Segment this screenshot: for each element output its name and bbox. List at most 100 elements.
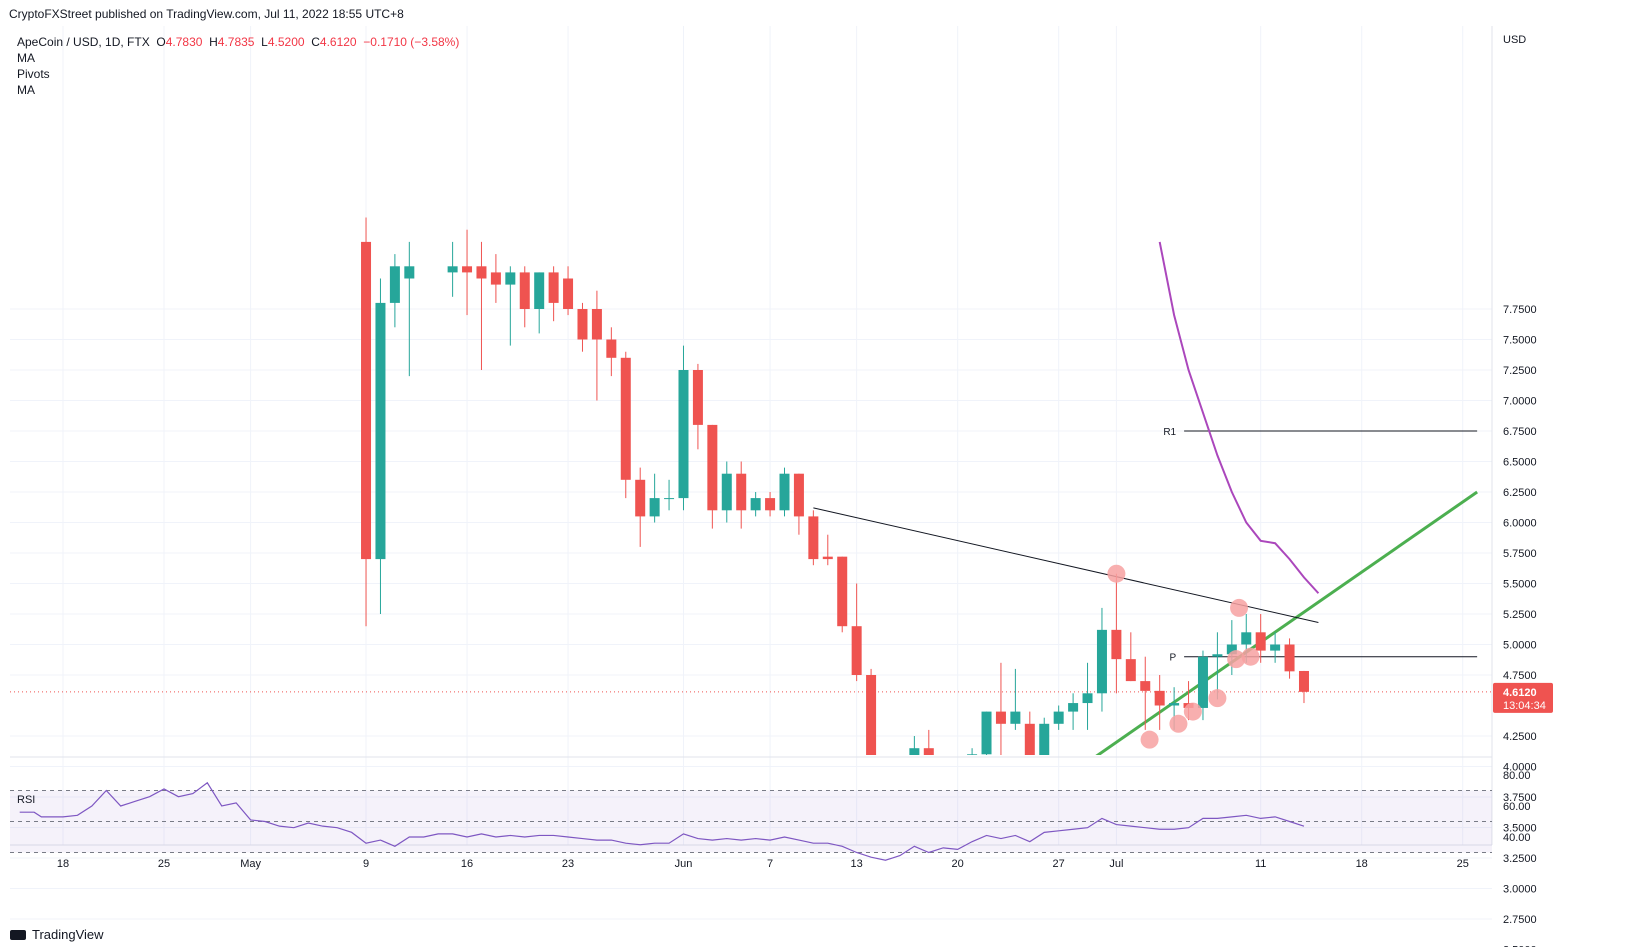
candle-body [765,498,776,511]
time-axis[interactable]: 18 25 May 9 16 23 Jun 7 13 20 27 Jul 11 18 25 [57,858,1469,870]
candle-body [519,272,530,309]
pivot-label-s1: S1 [1164,911,1177,922]
candle-body [1197,656,1208,708]
candle-body [591,309,602,340]
tradingview-logo[interactable]: TradingView [10,927,104,942]
moving-average-line [1158,241,1320,594]
candle-body [490,272,501,285]
touch-marker [1241,647,1260,666]
rsi-tick-label: 80.00 [1503,770,1531,782]
tradingview-logo-icon [10,929,26,940]
time-tick-label: 18 [1356,858,1368,870]
time-tick-label: 27 [1053,858,1065,870]
price-tick-label: 6.5000 [1503,457,1537,469]
time-tick-label: 20 [952,858,964,870]
legend-close: 4.6120 [319,35,357,49]
touch-marker [1183,702,1202,721]
touch-marker [1208,689,1227,708]
candle-body [736,473,747,511]
price-tick-label: 5.5000 [1503,579,1537,591]
candle-body [692,370,703,425]
time-tick-label: 25 [158,858,170,870]
price-tick-label: 3.2500 [1503,853,1537,865]
candle-body [1284,644,1295,672]
candle-body [606,339,617,358]
legend-open: 4.7830 [165,35,203,49]
rsi-indicator-label[interactable]: RSI [17,794,36,806]
candle-body [1082,693,1093,704]
tradingview-brand: TradingView [32,927,104,942]
indicator-ma-1[interactable]: MA [17,51,35,65]
candle-body [361,241,372,560]
candle-body [1140,681,1151,691]
price-tick-label: 6.0000 [1503,518,1537,530]
candle-body [620,357,631,480]
legend-symbol: ApeCoin / USD, 1D, FTX [17,35,150,49]
indicator-pivots[interactable]: Pivots [17,67,50,81]
candle-body [1039,723,1050,755]
candle-body [808,516,819,560]
touch-markers [1107,564,1260,749]
legend-ohlc: ApeCoin / USD, 1D, FTX O4.7830 H4.7835 L… [17,34,459,50]
indicator-ma-2[interactable]: MA [17,83,35,97]
price-tick-label: 5.0000 [1503,640,1537,652]
time-tick-label: 23 [562,858,574,870]
candle-body [750,498,761,511]
candle-body [505,272,516,285]
candle-body [1212,654,1223,657]
price-tick-label: 7.2500 [1503,365,1537,377]
candle-body [721,473,732,511]
candle-body [1255,632,1266,651]
candle-body [635,479,646,517]
touch-marker [1227,650,1246,669]
time-tick-label: Jul [1109,858,1123,870]
price-tick-label: 3.5000 [1503,823,1537,835]
legend-change: −0.1710 (−3.58%) [363,35,460,49]
candle-body [837,556,848,627]
price-tick-label: 4.0000 [1503,762,1537,774]
legend-high-label: H [209,35,218,49]
price-tick-label: 6.7500 [1503,426,1537,438]
published-by-header: CryptoFXStreet published on TradingView.… [9,7,404,21]
chart-legend: ApeCoin / USD, 1D, FTX O4.7830 H4.7835 L… [17,34,459,98]
last-price-value: 4.6120 [1503,687,1537,699]
price-tick-label: 7.0000 [1503,396,1537,408]
price-tick-label: 4.7500 [1503,670,1537,682]
touch-marker [1107,564,1126,583]
candle-body [678,370,689,499]
candle-body [404,266,415,279]
candle-body [995,711,1006,724]
candle-body [476,266,487,279]
price-axis[interactable]: USD 7.7500 7.5000 7.2500 7.0000 6.7500 6.5000 6… [1493,34,1553,947]
candle-body [1169,703,1180,706]
time-tick-label: 11 [1255,858,1266,870]
rsi-tick-label: 60.00 [1503,801,1531,813]
touch-marker [1140,730,1159,749]
price-tick-label: 3.0000 [1503,884,1537,896]
price-tick-label: 5.7500 [1503,548,1537,560]
time-tick-label: May [240,858,261,870]
candle-body [577,309,588,340]
time-tick-label: 16 [461,858,473,870]
candle-body [548,272,559,303]
candle-body [389,266,400,303]
price-tick-label: 6.2500 [1503,487,1537,499]
time-tick-label: 25 [1457,858,1469,870]
touch-marker [1230,598,1249,617]
candle-body [1010,711,1021,724]
candle-body [1241,632,1252,645]
candle-body [1024,723,1035,755]
candle-body [779,473,790,511]
legend-high: 4.7835 [217,35,255,49]
time-tick-label: 13 [851,858,863,870]
time-tick-label: 18 [57,858,69,870]
last-price-tag [1493,682,1553,713]
candle-body [462,266,473,273]
legend-low: 4.5200 [267,35,305,49]
candle-body [822,556,833,560]
candle-body [967,754,978,755]
candle-body [981,711,992,755]
price-tick-label: 7.5000 [1503,335,1537,347]
legend-open-label: O [156,35,166,49]
